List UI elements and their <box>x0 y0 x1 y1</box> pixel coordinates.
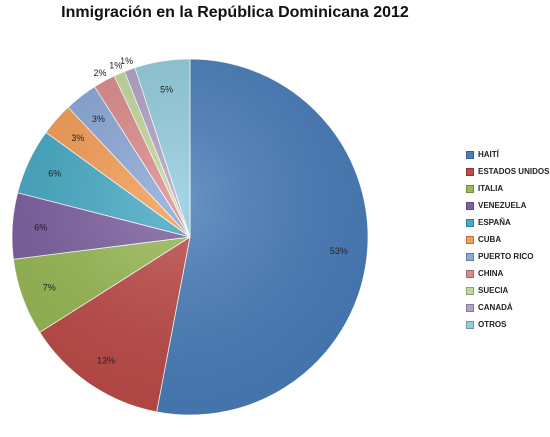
legend-label: VENEZUELA <box>478 201 527 210</box>
pie-labels: 53%13%7%6%6%3%3%2%1%1%5% <box>34 56 348 366</box>
legend-swatch <box>466 252 474 261</box>
legend-item-4: ESPAÑA <box>466 214 549 231</box>
legend-swatch <box>466 201 474 210</box>
legend-item-5: CUBA <box>466 231 549 248</box>
slice-label-7: 2% <box>93 68 106 78</box>
legend-swatch <box>466 303 474 312</box>
legend-item-10: OTROS <box>466 316 549 333</box>
legend-swatch <box>466 320 474 329</box>
pie-slices <box>11 58 369 416</box>
legend-swatch <box>466 286 474 295</box>
legend-swatch <box>466 235 474 244</box>
legend-swatch <box>466 269 474 278</box>
legend-item-6: PUERTO RICO <box>466 248 549 265</box>
legend-swatch <box>466 167 474 176</box>
slice-label-9: 1% <box>120 56 133 66</box>
slice-label-3: 6% <box>34 223 47 233</box>
legend-item-2: ITALIA <box>466 180 549 197</box>
legend-item-0: HAITÍ <box>466 146 549 163</box>
legend-item-3: VENEZUELA <box>466 197 549 214</box>
slice-label-0: 53% <box>330 246 348 256</box>
slice-label-1: 13% <box>97 356 115 366</box>
legend-item-8: SUECIA <box>466 282 549 299</box>
legend-swatch <box>466 184 474 193</box>
legend-label: PUERTO RICO <box>478 252 534 261</box>
legend: HAITÍ ESTADOS UNIDOS ITALIA VENEZUELA ESPAÑA… <box>466 146 549 333</box>
slice-label-10: 5% <box>160 84 173 94</box>
legend-item-9: CANADÁ <box>466 299 549 316</box>
legend-label: CHINA <box>478 269 504 278</box>
legend-item-1: ESTADOS UNIDOS <box>466 163 549 180</box>
legend-label: ITALIA <box>478 184 504 193</box>
legend-swatch <box>466 150 474 159</box>
legend-label: HAITÍ <box>478 150 499 159</box>
legend-label: CANADÁ <box>478 303 513 312</box>
legend-label: SUECIA <box>478 286 509 295</box>
legend-label: ESPAÑA <box>478 218 511 227</box>
chart-title: Inmigración en la República Dominicana 2… <box>61 4 409 21</box>
legend-label: CUBA <box>478 235 502 244</box>
slice-label-2: 7% <box>43 283 56 293</box>
slice-label-4: 6% <box>48 168 61 178</box>
legend-label: OTROS <box>478 320 507 329</box>
legend-label: ESTADOS UNIDOS <box>478 167 550 176</box>
slice-label-6: 3% <box>92 114 105 124</box>
legend-swatch <box>466 218 474 227</box>
slice-label-8: 1% <box>109 60 122 70</box>
legend-item-7: CHINA <box>466 265 549 282</box>
slice-label-5: 3% <box>71 133 84 143</box>
